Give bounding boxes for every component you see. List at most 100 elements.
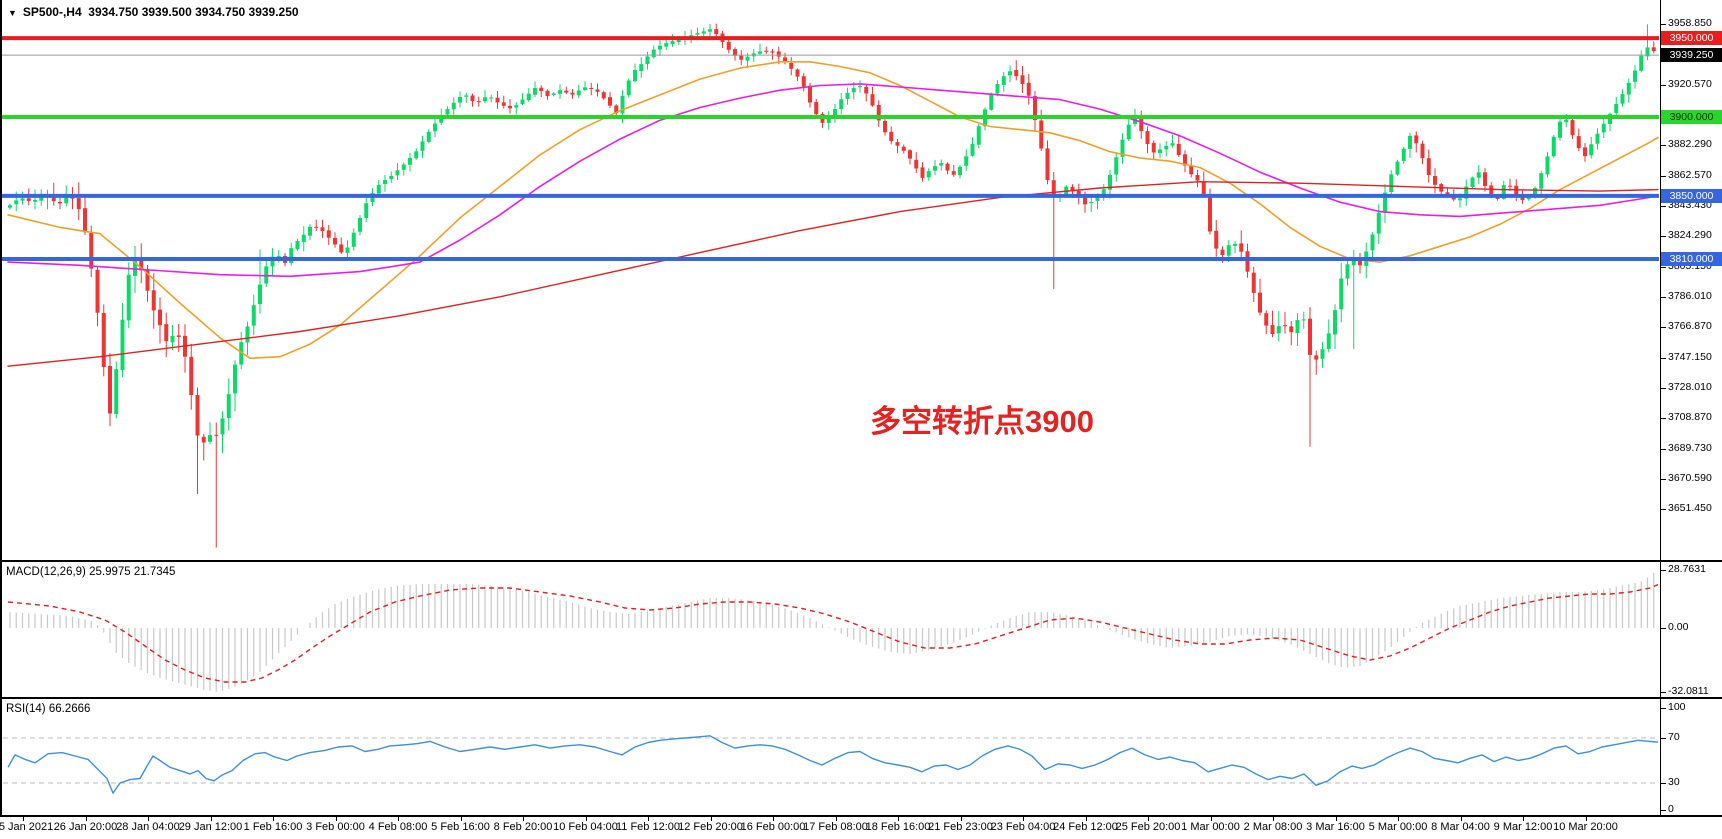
candle [970,144,975,156]
candle [495,97,500,103]
price-tick-label: 3708.870 [1668,411,1712,424]
time-label: 23 Feb 04:00 [990,821,1056,833]
candle [426,131,431,142]
candle [1351,257,1356,266]
candle [1189,165,1194,175]
candle [239,342,244,365]
candle [233,364,237,394]
horizontal-level-lines[interactable] [2,36,1659,261]
rsi-panel-series [3,735,1659,794]
panel-separator[interactable] [0,697,1722,699]
candle [64,197,69,204]
candle [776,51,781,57]
candle [814,102,819,115]
candle [1533,188,1537,198]
price-tick [1660,358,1666,360]
candle [489,97,494,99]
candle [401,164,406,170]
candle [214,434,219,436]
rsi-axis-tick [1660,810,1666,811]
candle [439,115,444,123]
candle [301,234,306,243]
candle [1526,197,1531,200]
time-label: 1 Mar 00:00 [1181,821,1240,833]
candle [670,41,675,45]
time-label: 8 Mar 04:00 [1431,821,1490,833]
time-tick [835,817,837,821]
price-tick-label: 3958.850 [1668,17,1712,30]
candle [1283,325,1287,327]
candle [108,366,112,414]
candle [945,163,950,171]
time-tick [460,817,462,821]
candle [1501,185,1506,199]
candle [1633,70,1637,82]
price-level-badge-3850.000[interactable]: 3850.000 [1661,188,1722,203]
candle [483,97,487,102]
time-label: 10 Feb 04:00 [553,821,618,833]
candle [326,230,331,238]
symbol-dropdown-icon[interactable]: ▼ [8,8,17,18]
time-tick [335,817,337,821]
time-label: 26 Jan 20:00 [53,821,118,833]
candle [908,150,912,159]
price-level-badge-3950.000[interactable]: 3950.000 [1661,31,1722,46]
candle [1308,318,1312,355]
candle [1033,96,1037,121]
candle [358,217,362,232]
candle [1401,148,1406,161]
time-label: 28 Jan 04:00 [116,821,180,833]
price-tick [1660,84,1666,86]
candle [1389,174,1394,192]
candle [351,232,356,247]
candle [639,64,644,72]
price-level-badge-3810.000[interactable]: 3810.000 [1661,251,1722,266]
candle [1239,243,1244,252]
candle [583,87,587,90]
candle [839,99,844,110]
candle [1370,234,1375,251]
macd-axis-tick [1660,570,1666,572]
price-tick [1660,388,1666,390]
candle [276,255,281,258]
candle [464,95,469,97]
candle [1520,196,1525,200]
price-tick-label: 3651.450 [1668,502,1712,515]
candle [1514,185,1519,196]
candle [1195,175,1200,181]
candle [58,202,62,204]
price-tick [1660,478,1666,480]
candle [664,43,669,47]
candle [176,335,181,337]
price-level-badge-3900.000[interactable]: 3900.000 [1661,110,1722,124]
candle [758,51,762,54]
candle [526,93,531,101]
candle [589,88,594,89]
candle [795,69,800,77]
candle [1176,143,1181,155]
chart-annotation-text[interactable]: 多空转折点3900 [870,404,1094,439]
candle [1101,189,1106,197]
candle [14,200,19,205]
price-axis-divider [1660,0,1661,817]
time-tick [273,817,274,821]
candle [801,76,806,87]
candle [308,226,312,236]
candle [633,70,637,82]
candle [1208,194,1212,232]
candle [1620,94,1625,104]
candle [114,369,119,414]
panel-separator[interactable] [0,815,1722,817]
time-tick [210,817,212,821]
candle [770,51,775,53]
candle [1651,47,1656,52]
rsi-axis-label: 30 [1668,776,1680,788]
candle [289,248,294,263]
candle [189,356,194,396]
candle [89,233,94,269]
time-label: 3 Feb 00:00 [306,821,365,833]
candle [433,123,437,132]
panel-separator[interactable] [0,560,1722,562]
